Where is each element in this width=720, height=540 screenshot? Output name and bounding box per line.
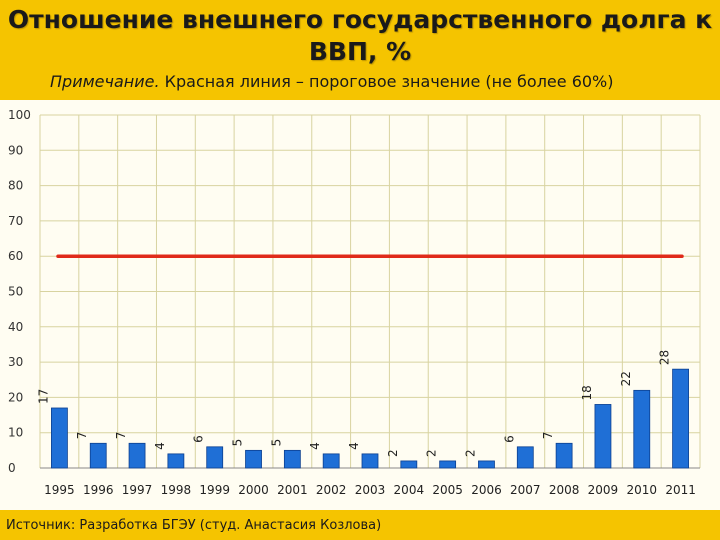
bar: [439, 460, 457, 469]
x-tick-label: 2000: [238, 483, 269, 497]
y-tick-label: 10: [8, 426, 23, 440]
data-label: 4: [153, 442, 167, 450]
y-tick-label: 80: [8, 179, 23, 193]
x-tick-label: 1999: [199, 483, 230, 497]
bar: [51, 407, 68, 469]
data-label: 6: [192, 435, 206, 443]
x-tick-label: 2009: [588, 483, 619, 497]
data-label: 2: [425, 449, 439, 457]
bar: [245, 449, 262, 469]
x-tick-label: 1995: [44, 483, 75, 497]
chart-title: Отношение внешнего государственного долг…: [0, 4, 720, 68]
data-label: 4: [308, 442, 322, 450]
x-tick-label: 2006: [471, 483, 502, 497]
x-tick-label: 2008: [549, 483, 580, 497]
bar: [89, 442, 107, 469]
data-label: 5: [231, 439, 245, 447]
data-label: 22: [619, 371, 633, 386]
x-tick-label: 2003: [355, 483, 386, 497]
x-tick-label: 2002: [316, 483, 347, 497]
data-label: 18: [580, 385, 594, 400]
bar: [283, 449, 301, 469]
x-tick-label: 1997: [122, 483, 153, 497]
x-tick-label: 2010: [626, 483, 657, 497]
bar: [400, 460, 418, 469]
bar: [594, 404, 612, 469]
chart-note: Примечание. Красная линия – пороговое зн…: [50, 72, 614, 91]
chart-area: 0 10 20 30 40 50 60 70 80 90 100 17 1995 7 1996 7 1997 4 1…: [0, 100, 720, 510]
data-label: 2: [386, 449, 400, 457]
y-tick-label: 90: [8, 143, 23, 157]
data-label: 6: [502, 435, 516, 443]
x-tick-label: 2005: [432, 483, 463, 497]
y-tick-label: 70: [8, 214, 23, 228]
bar: [478, 460, 495, 469]
note-text: Красная линия – пороговое значение (не б…: [159, 72, 614, 91]
bar-chart: 0 10 20 30 40 50 60 70 80 90 100 17 1995 7 1996 7 1997 4 1…: [8, 108, 701, 497]
bar: [322, 453, 340, 469]
bar: [128, 442, 146, 469]
data-label: 7: [541, 432, 555, 440]
y-tick-label: 50: [8, 285, 23, 299]
data-label: 7: [75, 432, 89, 440]
data-label: 17: [36, 389, 50, 404]
x-tick-label: 2007: [510, 483, 541, 497]
y-tick-label: 60: [8, 249, 23, 263]
data-label: 28: [658, 350, 672, 365]
data-label: 2: [463, 449, 477, 457]
source-note: Источник: Разработка БГЭУ (студ. Анастас…: [6, 518, 382, 533]
x-tick-label: 2011: [665, 483, 696, 497]
y-tick-label: 20: [8, 390, 23, 404]
bar: [516, 446, 534, 469]
data-label: 7: [114, 432, 128, 440]
data-label: 5: [269, 439, 283, 447]
bar: [167, 453, 185, 469]
y-tick-label: 100: [8, 108, 31, 122]
bar: [633, 389, 651, 469]
bar: [555, 442, 573, 469]
note-prefix: Примечание.: [50, 72, 160, 91]
y-tick-label: 40: [8, 320, 23, 334]
x-tick-label: 2004: [394, 483, 425, 497]
x-tick-label: 1996: [83, 483, 114, 497]
y-tick-label: 30: [8, 355, 23, 369]
data-label: 4: [347, 442, 361, 450]
title-line-2: ВВП, %: [308, 37, 412, 66]
x-tick-label: 1998: [161, 483, 192, 497]
bar: [361, 453, 379, 469]
title-line-1: Отношение внешнего государственного долг…: [7, 5, 713, 34]
y-tick-label: 0: [8, 461, 16, 475]
bar: [206, 446, 224, 469]
bar: [672, 368, 689, 469]
x-tick-label: 2001: [277, 483, 308, 497]
